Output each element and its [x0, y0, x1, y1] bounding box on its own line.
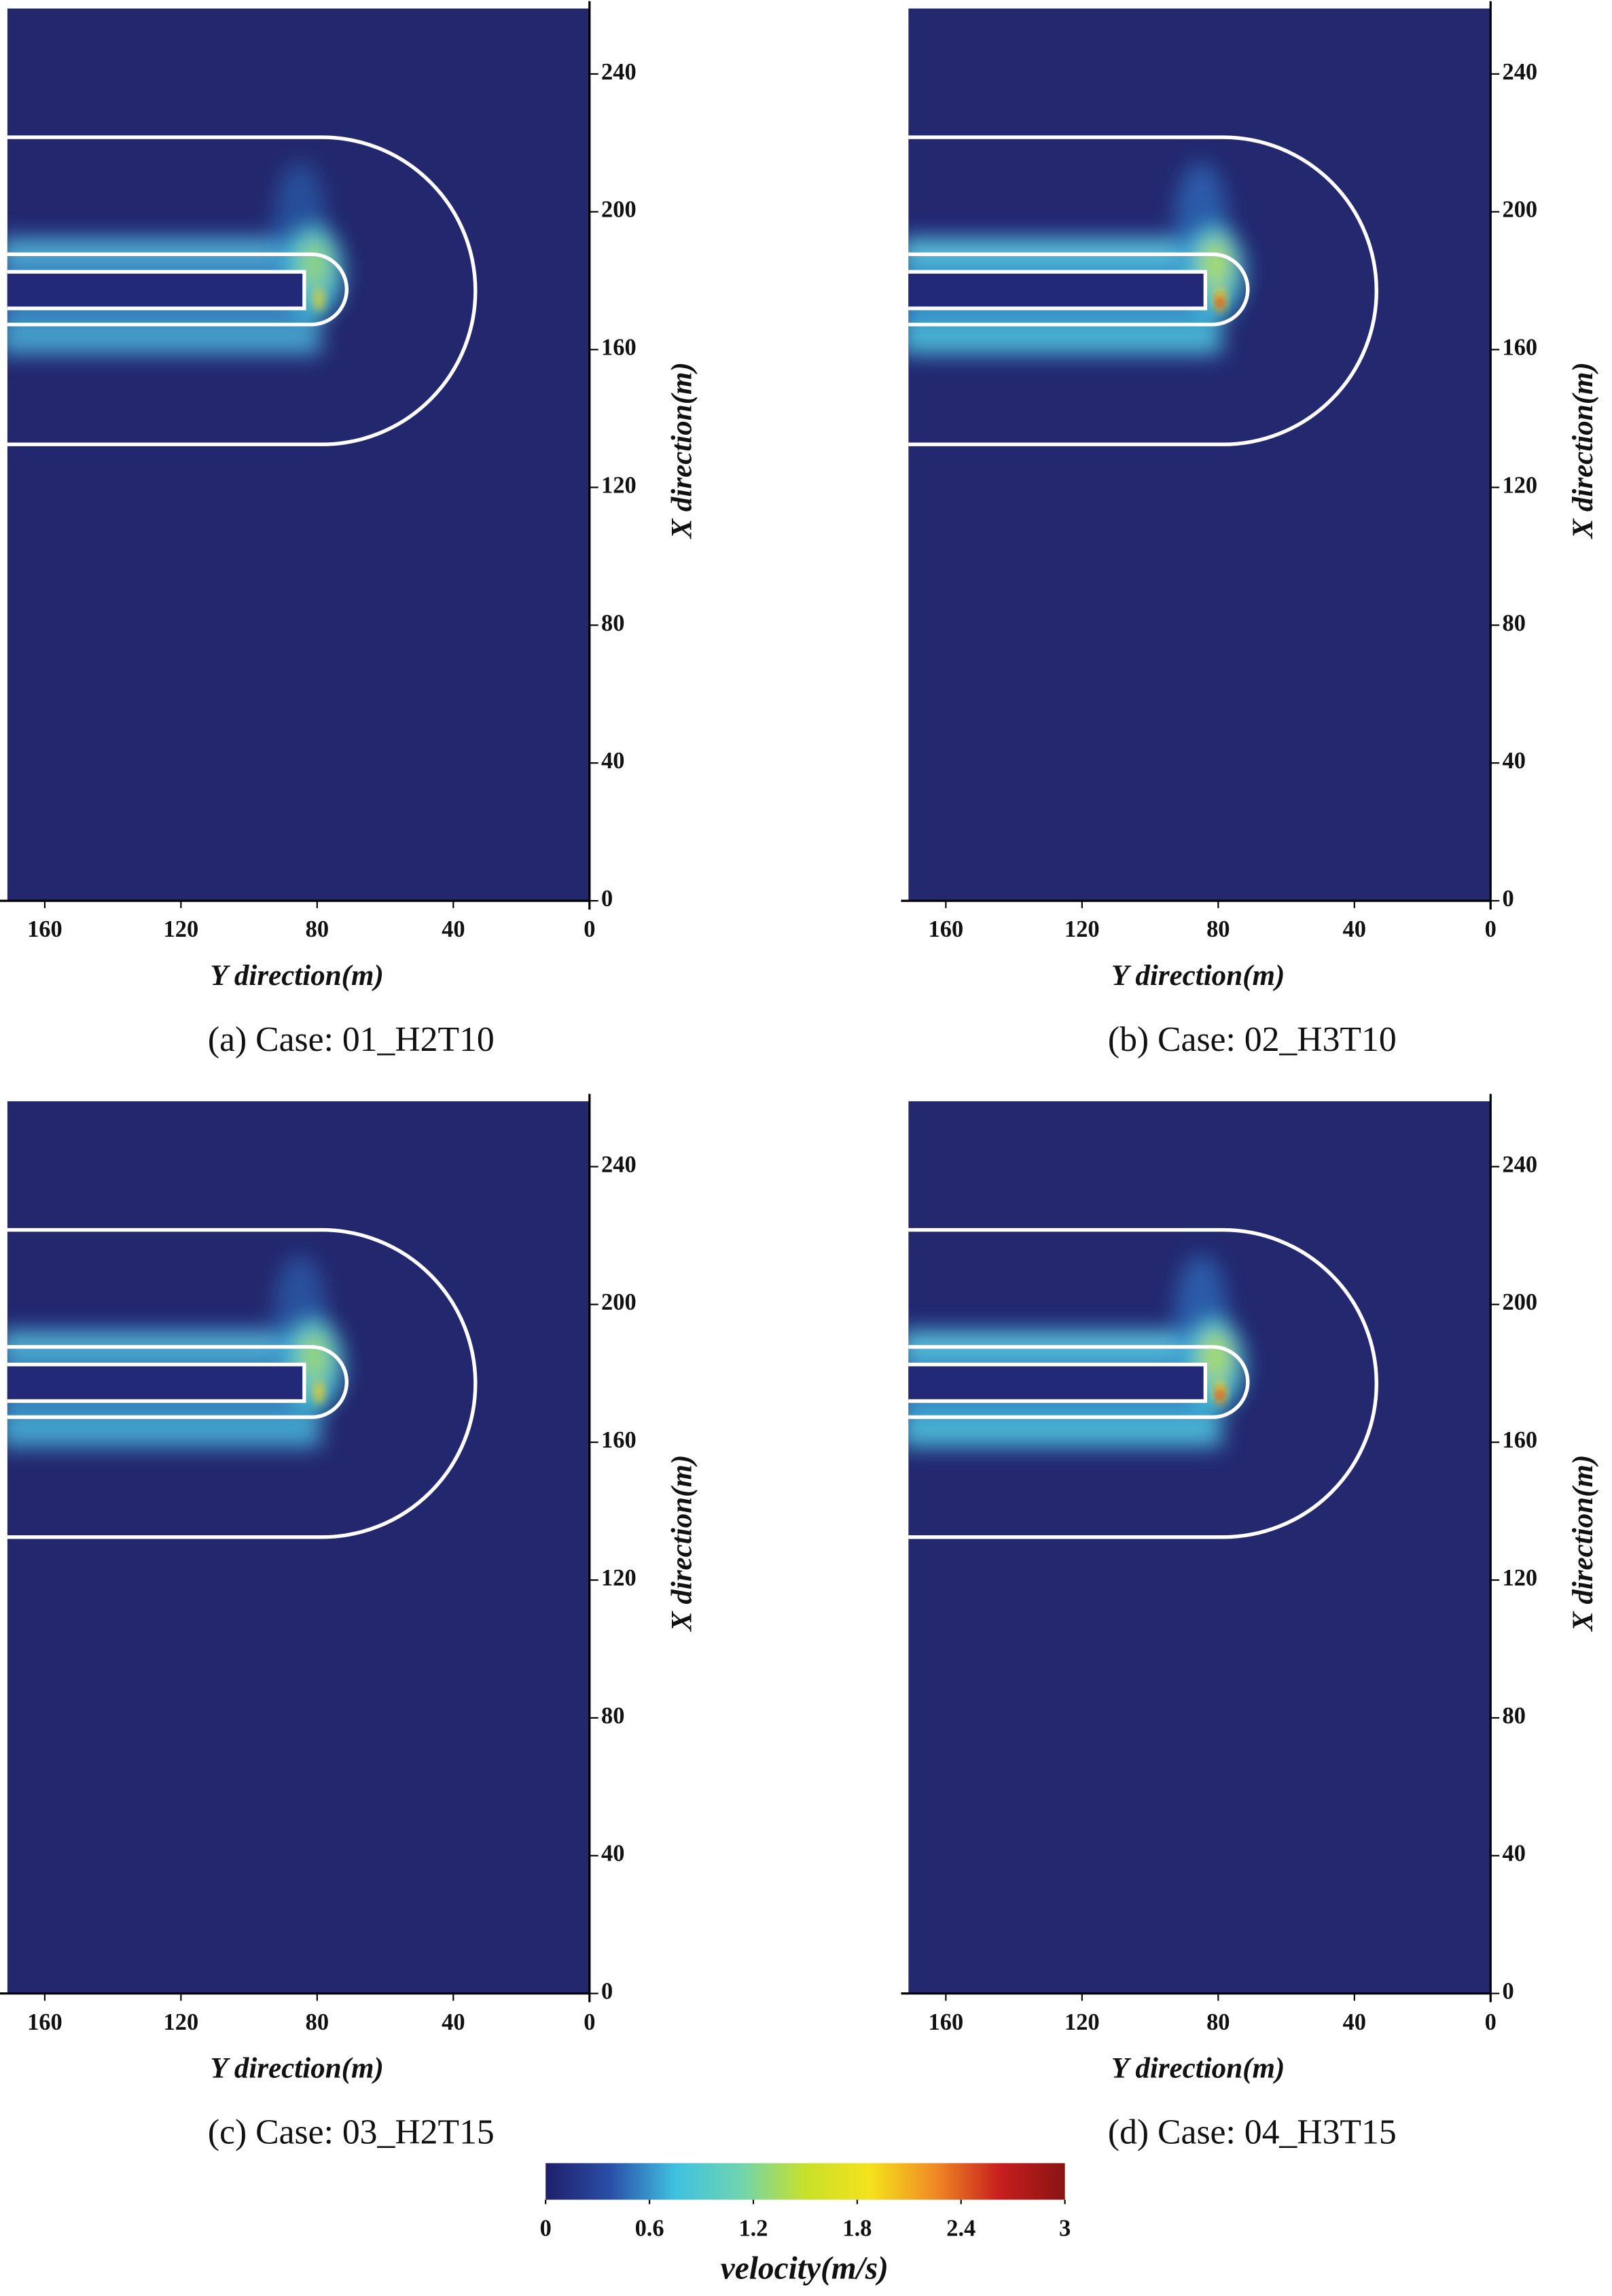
- structure-outline: [908, 252, 1250, 327]
- velocity-field: [908, 8, 1491, 901]
- caption: (d) Case: 04_H3T15: [1108, 2113, 1397, 2151]
- y-tick-label: 240: [1502, 1151, 1537, 1177]
- structure-outline: [7, 1345, 349, 1419]
- structure-outline: [908, 1345, 1250, 1419]
- y-tick-label: 160: [601, 1427, 637, 1453]
- y-axis-label: X direction(m): [666, 362, 698, 539]
- colorbar-tick-label: 0.6: [635, 2215, 664, 2241]
- colorbar-ramp: [545, 2163, 1065, 2200]
- y-tick-label: 0: [601, 1979, 613, 2005]
- colorbar: 0 0.6 1.2 1.8 2.4 3 velocity(m/s): [540, 2163, 1071, 2286]
- y-tick-label: 80: [1502, 1703, 1525, 1729]
- colorbar-tick-label: 0: [540, 2215, 552, 2241]
- colorbar-tick-label: 1.2: [738, 2215, 768, 2241]
- colorbar-tick-label: 3: [1059, 2215, 1071, 2241]
- panel: 160 120 80 40 00 40 80 120 160 200 240 Y direction(…: [901, 1, 1599, 1059]
- y-tick-label: 120: [601, 472, 637, 498]
- x-tick-label: 40: [1343, 916, 1366, 942]
- y-tick-label: 80: [601, 1703, 624, 1729]
- panel: 160 120 80 40 00 40 80 120 160 200 240 Y direction(…: [0, 1094, 698, 2151]
- structure-core: [7, 1363, 306, 1403]
- structure-core: [908, 1363, 1208, 1403]
- y-tick-label: 160: [1502, 1427, 1537, 1453]
- y-tick-label: 80: [1502, 610, 1525, 636]
- x-tick-label: 40: [442, 2009, 465, 2035]
- y-tick-label: 200: [1502, 1289, 1537, 1315]
- structure-core: [7, 270, 306, 310]
- caption: (c) Case: 03_H2T15: [208, 2113, 495, 2151]
- panel: 160 120 80 40 00 40 80 120 160 200 240 Y direction(…: [901, 1094, 1599, 2151]
- x-tick-label: 120: [1064, 916, 1100, 942]
- breakwater-outline: [908, 1227, 1378, 1539]
- y-axis-label: X direction(m): [666, 1455, 698, 1632]
- x-tick-label: 40: [442, 916, 465, 942]
- x-tick-label: 40: [1343, 2009, 1366, 2035]
- x-tick-label: 80: [1206, 2009, 1230, 2035]
- x-tick-label: 0: [584, 2009, 595, 2035]
- velocity-field: [7, 1101, 590, 1994]
- structure-outline: [7, 252, 349, 327]
- x-tick-label: 0: [1485, 2009, 1497, 2035]
- x-tick-label: 160: [929, 2009, 964, 2035]
- x-tick-label: 120: [164, 2009, 199, 2035]
- x-tick-label: 80: [1206, 916, 1230, 942]
- breakwater-outline: [908, 135, 1378, 446]
- y-tick-label: 40: [601, 748, 624, 774]
- y-tick-label: 240: [601, 1151, 637, 1177]
- caption: (b) Case: 02_H3T10: [1108, 1020, 1397, 1059]
- x-tick-label: 80: [306, 2009, 329, 2035]
- y-tick-label: 200: [1502, 197, 1537, 223]
- caption: (a) Case: 01_H2T10: [208, 1020, 495, 1059]
- colorbar-label: velocity(m/s): [721, 2251, 889, 2286]
- x-axis-label: Y direction(m): [210, 960, 383, 992]
- x-tick-label: 120: [1064, 2009, 1100, 2035]
- x-tick-label: 160: [27, 2009, 62, 2035]
- y-tick-label: 40: [601, 1841, 624, 1867]
- y-tick-label: 160: [601, 335, 637, 361]
- x-axis-label: Y direction(m): [1111, 960, 1285, 992]
- y-tick-label: 0: [1502, 886, 1514, 912]
- x-tick-label: 160: [929, 916, 964, 942]
- y-tick-label: 40: [1502, 748, 1525, 774]
- y-tick-label: 200: [601, 197, 637, 223]
- breakwater-outline: [7, 135, 478, 446]
- x-tick-label: 160: [27, 916, 62, 942]
- y-axis-label: X direction(m): [1567, 362, 1599, 539]
- y-tick-label: 200: [601, 1289, 637, 1315]
- x-tick-label: 80: [306, 916, 329, 942]
- x-axis-label: Y direction(m): [1111, 2053, 1285, 2085]
- colorbar-tick-label: 2.4: [946, 2215, 975, 2241]
- x-tick-label: 0: [1485, 916, 1497, 942]
- y-tick-label: 240: [1502, 59, 1537, 85]
- x-axis-label: Y direction(m): [210, 2053, 383, 2085]
- colorbar-tick-label: 1.8: [842, 2215, 872, 2241]
- panel: 160 120 80 40 00 40 80 120 160 200 240 Y direction(…: [0, 1, 698, 1059]
- y-tick-label: 160: [1502, 335, 1537, 361]
- y-tick-label: 0: [601, 886, 613, 912]
- velocity-field: [908, 1101, 1491, 1994]
- breakwater-outline: [7, 1227, 478, 1539]
- x-tick-label: 120: [164, 916, 199, 942]
- y-tick-label: 120: [1502, 472, 1537, 498]
- x-tick-label: 0: [584, 916, 595, 942]
- velocity-field: [7, 8, 590, 901]
- y-tick-label: 0: [1502, 1979, 1514, 2005]
- y-tick-label: 120: [1502, 1565, 1537, 1591]
- structure-core: [908, 270, 1208, 310]
- y-tick-label: 80: [601, 610, 624, 636]
- y-tick-label: 120: [601, 1565, 637, 1591]
- y-axis-label: X direction(m): [1567, 1455, 1599, 1632]
- y-tick-label: 240: [601, 59, 637, 85]
- y-tick-label: 40: [1502, 1841, 1525, 1867]
